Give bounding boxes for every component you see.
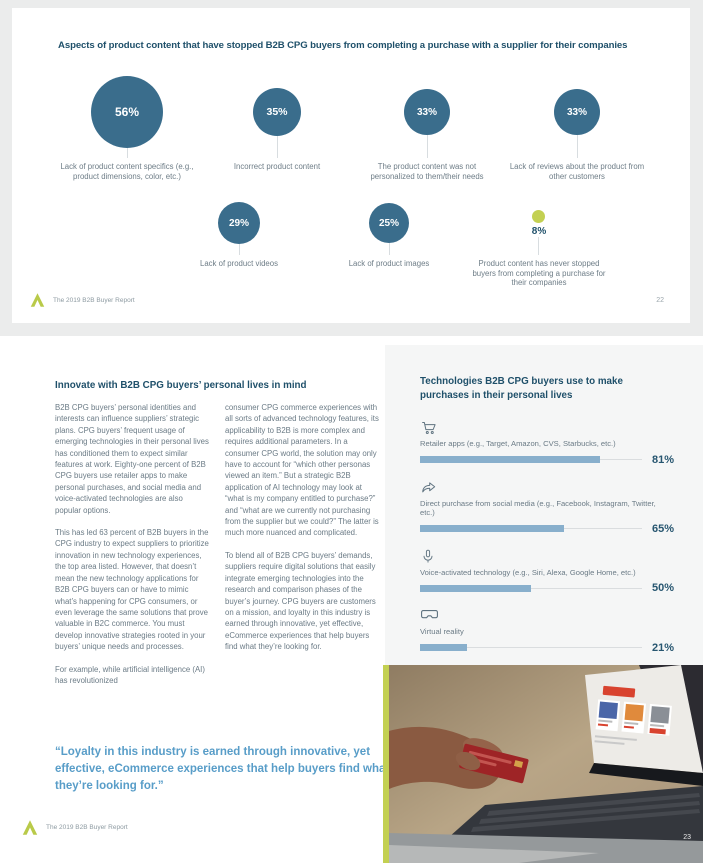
bubble-percent: 8% [531,225,547,237]
bubble-stat-33a: 33% The product content was not personal… [352,66,502,181]
bubble-stat-56: 56% Lack of product content specifics (e… [52,66,202,181]
bubble-percent: 25% [378,217,399,229]
bar-chart-title: Technologies B2B CPG buyers use to make … [420,376,623,401]
bubble-stat-33b: 33% Lack of reviews about the product fr… [502,66,652,181]
brand-logo-icon [30,293,45,307]
bar-percent: 65% [652,522,675,535]
bubble-stat-8: 8% Product content has never stopped buy… [464,191,614,288]
bar-label: Virtual reality [420,627,464,637]
bubble-stat-35: 35% Incorrect product content [202,66,352,181]
photo-illustration [389,665,703,863]
paragraph: To blend all of B2B CPG buyers’ demands,… [225,550,376,652]
article-column-2: consumer CPG commerce experiences with a… [225,402,379,697]
bar-track [420,525,642,533]
bar-item-virtual-reality: Virtual reality 21% [420,607,686,654]
bar-label: Retailer apps (e.g., Target, Amazon, CVS… [420,439,616,448]
connector-line [538,236,540,255]
vr-headset-icon [420,607,686,624]
bubble-percent: 29% [228,217,249,229]
bar-percent: 50% [652,582,675,595]
page-number: 23 [683,834,691,841]
bar-track [420,644,642,652]
share-icon [420,479,686,496]
page-footer: The 2019 B2B Buyer Report [22,820,128,835]
bar-percent: 21% [652,641,675,654]
bubble-label: Product content has never stopped buyers… [472,259,606,288]
bubble-percent: 33% [566,106,587,118]
cart-icon [420,419,686,436]
bubble-stat-25: 25% Lack of product images [314,191,464,288]
connector-line [576,135,578,158]
bubble-label: The product content was not personalized… [370,162,484,181]
connector-line [426,135,428,158]
bar-track [420,456,642,464]
bubble-circle-25: 25% [369,203,409,243]
bubble-percent: 33% [416,106,437,118]
bubble-row-1: 56% Lack of product content specifics (e… [52,66,652,181]
bubble-label: Lack of product images [348,259,430,268]
bar-item-voice-technology: Voice-activated technology (e.g., Siri, … [420,548,686,595]
bubble-circle-35: 35% [253,88,301,136]
bubble-chart-title: Aspects of product content that have sto… [58,40,628,51]
bar-fill [420,525,565,533]
bubble-percent: 35% [266,106,288,118]
microphone-icon [420,548,686,565]
bubble-circle-33a: 33% [404,89,450,135]
report-title: The 2019 B2B Buyer Report [46,824,128,831]
article-column-1: B2B CPG buyers’ personal identities and … [55,402,209,697]
bubble-label: Lack of product videos [199,259,278,268]
connector-line [126,148,128,158]
paragraph: B2B CPG buyers’ personal identities and … [55,403,209,515]
bar-label: Voice-activated technology (e.g., Siri, … [420,567,636,577]
bar-label: Direct purchase from social media (e.g.,… [420,498,656,518]
technologies-chart-panel: Technologies B2B CPG buyers use to make … [385,345,703,665]
bubble-label: Lack of reviews about the product from o… [509,162,645,181]
brand-logo-icon [22,820,38,835]
bubble-stat-29: 29% Lack of product videos [164,191,314,288]
report-page-23: Innovate with B2B CPG buyers’ personal l… [0,336,703,863]
page-number: 22 [656,297,664,304]
credit-card-laptop-photo: 23 [389,665,703,863]
paragraph: This has led 63 percent of B2B buyers in… [55,528,209,652]
bar-percent: 81% [652,453,675,466]
bubble-percent: 56% [114,105,140,119]
bubble-dot-8 [532,209,546,223]
bubble-circle-33b: 33% [554,89,600,135]
bubble-row-2: 29% Lack of product videos 25% Lack of p… [164,191,614,288]
report-page-22: Aspects of product content that have sto… [12,8,690,323]
bar-track [420,584,642,592]
bubble-circle-56: 56% [91,76,163,148]
bar-fill [420,456,600,464]
connector-line [238,244,240,255]
article-heading: Innovate with B2B CPG buyers’ personal l… [55,380,307,391]
page-footer: The 2019 B2B Buyer Report [30,293,135,307]
paragraph: For example, while artificial intelligen… [55,664,205,685]
bubble-circle-29: 29% [218,202,260,244]
report-title: The 2019 B2B Buyer Report [53,296,135,304]
pull-quote: “Loyalty in this industry is earned thro… [55,746,390,792]
paragraph: consumer CPG commerce experiences with a… [225,403,379,538]
bubble-label: Incorrect product content [233,162,321,171]
connector-line [388,243,390,255]
connector-line [276,136,278,158]
bar-fill [420,584,531,592]
photo-accent-strip [383,665,389,863]
bar-fill [420,644,467,652]
article-columns: B2B CPG buyers’ personal identities and … [55,402,379,697]
bar-item-social-media: Direct purchase from social media (e.g.,… [420,479,686,535]
bar-item-retailer-apps: Retailer apps (e.g., Target, Amazon, CVS… [420,419,686,466]
bubble-label: Lack of product content specifics (e.g.,… [60,162,194,181]
